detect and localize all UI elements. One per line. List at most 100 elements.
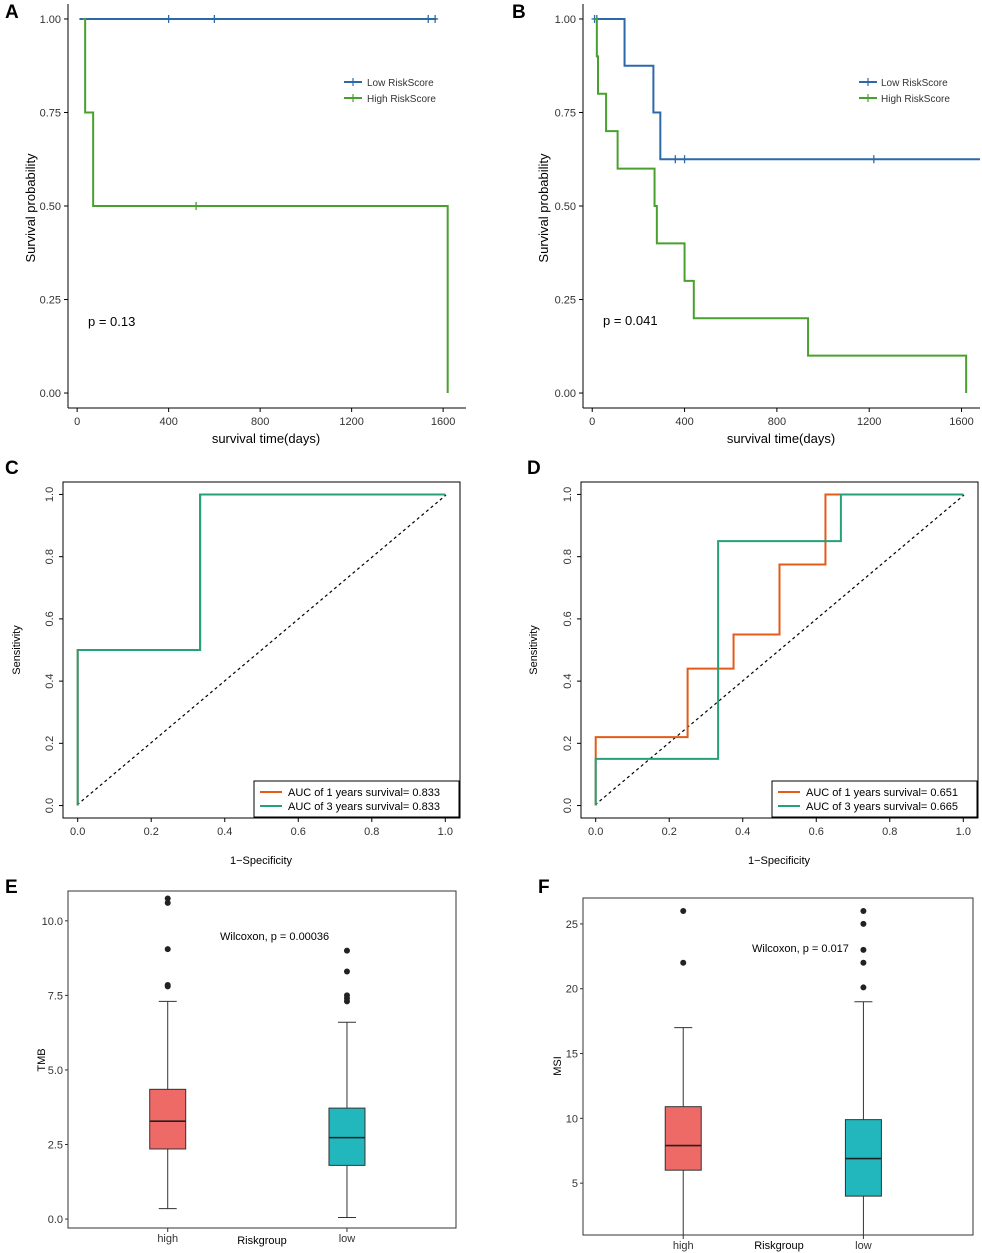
x-tick-label: 0.6 [291, 826, 306, 838]
y-tick-label: 0.50 [40, 201, 61, 213]
roc-curve-3yr [594, 493, 964, 806]
box-high-outlier [164, 895, 171, 902]
y-tick-label: 0.0 [48, 1214, 63, 1226]
x-tick-label: 0 [589, 416, 595, 428]
panel-e-x-ticks: high low [157, 1228, 355, 1245]
panel-a-p-value: p = 0.13 [88, 314, 135, 329]
y-tick-label: 0.2 [44, 736, 56, 751]
box-low-outlier [860, 920, 867, 927]
y-tick-label: 1.0 [562, 487, 574, 502]
box-low-iqr [328, 1107, 366, 1166]
panel-a-letter: A [5, 2, 19, 23]
panel-d: D 0.00.20.40.60.81.0 0.0 0.2 0.4 0.6 0.8 1.0 … [527, 458, 979, 867]
panel-b-letter: B [512, 2, 526, 23]
panel-e: E 0.0 2.5 5.0 7.5 10.0 high low Riskgroup TMB… [5, 877, 457, 1247]
y-tick-label: 5.0 [48, 1065, 63, 1077]
panel-f-y-ticks: 5 10 15 20 25 [566, 919, 583, 1190]
panel-c-y-ticks: 0.0 0.2 0.4 0.6 0.8 1.0 [44, 487, 63, 813]
box-high-outlier [164, 899, 171, 906]
y-tick-label: 25 [566, 919, 578, 931]
y-tick-label: 0.75 [555, 107, 576, 119]
y-tick-label: 0.00 [40, 388, 61, 400]
panel-e-y-label: TMB [36, 1048, 48, 1071]
x-tick-label: high [673, 1240, 694, 1252]
panel-c: C 0.00.20.40.60.81.0 0.0 0.2 0.4 0.6 0.8 1.0 … [5, 458, 461, 867]
panel-b-p-value: p = 0.041 [603, 313, 658, 328]
panel-a-legend: Low RiskScore High RiskScore [344, 78, 436, 105]
y-tick-label: 0.25 [40, 295, 61, 307]
panel-d-legend-label-1yr: AUC of 1 years survival= 0.651 [806, 787, 958, 799]
panel-f-x-label: Riskgroup [754, 1240, 804, 1252]
panel-d-letter: D [527, 458, 541, 479]
x-tick-label: 0.0 [70, 826, 85, 838]
x-tick-label: low [339, 1233, 356, 1245]
box-low-outlier [860, 907, 867, 914]
panel-b-legend-label-high: High RiskScore [881, 94, 950, 105]
panel-c-legend: AUC of 1 years survival= 0.833 AUC of 3 … [253, 780, 460, 818]
y-tick-label: 0.0 [44, 798, 56, 813]
y-tick-label: 1.0 [44, 487, 56, 502]
box-low-outlier [343, 992, 350, 999]
panel-a-y-ticks: 0.00 0.25 0.50 0.75 1.00 [40, 14, 68, 400]
x-tick-label: 1200 [857, 416, 881, 428]
x-tick-label: 800 [251, 416, 269, 428]
x-tick-label: 400 [159, 416, 177, 428]
panel-d-legend-label-3yr: AUC of 3 years survival= 0.665 [806, 801, 958, 813]
box-high-iqr [664, 1106, 702, 1171]
x-tick-label: 0.2 [662, 826, 677, 838]
panel-b-x-ticks: 0 400 800 1200 1600 [589, 408, 974, 428]
y-tick-label: 10.0 [42, 916, 63, 928]
panel-b-x-label: survival time(days) [727, 431, 835, 446]
panel-d-diagonal [594, 494, 965, 806]
box-high-outlier [680, 959, 687, 966]
y-tick-label: 0.2 [562, 736, 574, 751]
x-tick-label: 1600 [949, 416, 973, 428]
box-high-outlier [164, 981, 171, 988]
km-curve-high-riskscore [594, 17, 968, 394]
panel-e-boxes [149, 895, 366, 1219]
y-tick-label: 15 [566, 1049, 578, 1061]
panel-c-legend-box [253, 780, 460, 818]
roc-curve-3yr [76, 493, 446, 806]
x-tick-label: 0.2 [144, 826, 159, 838]
y-tick-label: 0.6 [562, 611, 574, 626]
x-tick-label: 1.0 [956, 826, 971, 838]
x-tick-label: 0.8 [364, 826, 379, 838]
panel-a-legend-label-high: High RiskScore [367, 94, 436, 105]
panel-f: F 5 10 15 20 25 high low Riskgroup MSI Wilcox… [538, 877, 974, 1252]
y-tick-label: 0.8 [562, 549, 574, 564]
box-low-outlier [343, 968, 350, 975]
x-tick-label: 0.0 [588, 826, 603, 838]
y-tick-label: 0.50 [555, 201, 576, 213]
y-tick-label: 0.75 [40, 107, 61, 119]
y-tick-label: 1.00 [555, 14, 576, 26]
y-tick-label: 5 [572, 1178, 578, 1190]
x-tick-label: low [855, 1240, 872, 1252]
panel-b-legend-label-low: Low RiskScore [881, 78, 948, 89]
x-tick-label: 0 [74, 416, 80, 428]
box-high-outlier [164, 946, 171, 953]
panel-a-y-label: Survival probability [23, 153, 38, 263]
panel-a-x-ticks: 0 400 800 1200 1600 [74, 408, 455, 428]
panel-d-x-ticks: 0.0 0.2 0.4 0.6 0.8 1.0 [588, 818, 971, 838]
panel-c-x-ticks: 0.0 0.2 0.4 0.6 0.8 1.0 [70, 818, 453, 838]
box-high-outlier [680, 907, 687, 914]
x-tick-label: 0.6 [809, 826, 824, 838]
panel-d-frame [580, 481, 979, 819]
panel-b-y-label: Survival probability [536, 153, 551, 263]
box-low-outlier [860, 959, 867, 966]
panel-f-y-label: MSI [552, 1056, 564, 1076]
x-tick-label: 400 [675, 416, 693, 428]
panel-e-frame [67, 890, 457, 1229]
box-low-outlier [860, 984, 867, 991]
km-curve-high-riskscore [82, 17, 449, 394]
x-tick-label: 0.8 [882, 826, 897, 838]
panel-f-p-value: Wilcoxon, p = 0.017 [752, 943, 849, 955]
x-tick-label: high [157, 1233, 178, 1245]
panel-c-y-label: Sensitivity [11, 625, 23, 675]
y-tick-label: 7.5 [48, 990, 63, 1002]
x-tick-label: 1600 [431, 416, 455, 428]
box-high-iqr [149, 1088, 187, 1150]
panel-b-legend: Low RiskScore High RiskScore [859, 78, 950, 105]
